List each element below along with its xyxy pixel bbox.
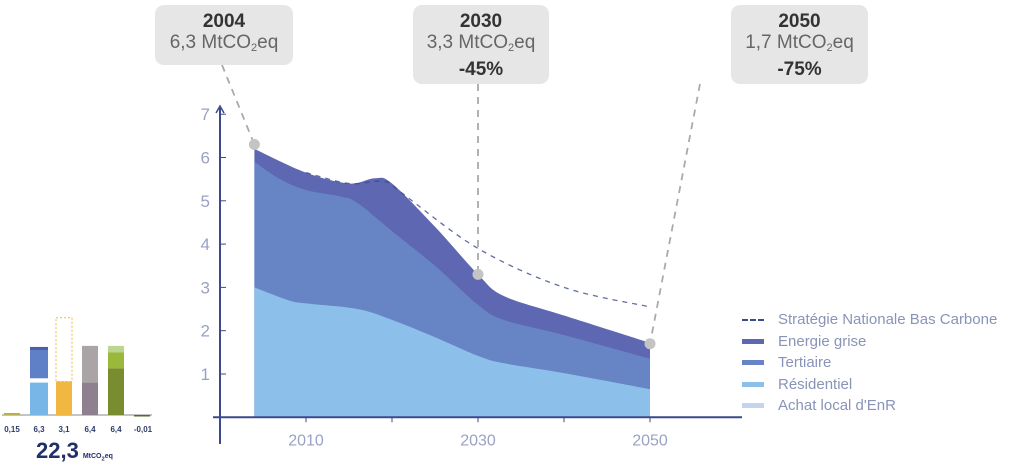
callout-percent: -75% xyxy=(777,59,822,80)
legend-swatch xyxy=(742,360,764,366)
y-tick-label: 2 xyxy=(201,322,210,341)
callout-leader xyxy=(649,83,701,344)
legend-item-snbc: Stratégie Nationale Bas Carbone xyxy=(742,309,997,331)
mini-bar-4-mid xyxy=(108,352,124,369)
legend-label: Energie grise xyxy=(778,332,867,350)
mini-bar-label: 6,3 xyxy=(33,425,45,434)
y-tick-label: 4 xyxy=(201,235,210,254)
legend-label: Stratégie Nationale Bas Carbone xyxy=(778,311,998,328)
y-tick-label: 7 xyxy=(201,105,210,124)
mini-bar-label: 0,15 xyxy=(4,425,20,434)
legend-label: Résidentiel xyxy=(778,375,853,393)
mini-bar-4-top xyxy=(108,345,124,353)
mini-bar-label: 3,1 xyxy=(58,425,70,434)
callout-year: 2030 xyxy=(459,11,503,32)
mini-bar-1-top xyxy=(30,346,48,350)
mini-bar-label: -0,01 xyxy=(133,425,153,434)
area-r-sidentiel xyxy=(254,287,650,418)
legend: Stratégie Nationale Bas Carbone Energie … xyxy=(742,309,997,417)
legend-label: Tertiaire xyxy=(778,354,832,371)
y-tick-label: 3 xyxy=(201,278,210,297)
callout-2004: 2004 6,3 MtCO2eq xyxy=(155,5,293,65)
legend-item-energie-grise: Energie grise xyxy=(742,331,997,353)
mini-bar-label: 6,4 xyxy=(84,425,96,434)
callout-percent: -45% xyxy=(458,59,504,80)
callout-value: 6,3 MtCO2eq xyxy=(169,32,279,54)
mini-bar-3-lower xyxy=(82,382,98,415)
mini-bar-1-lower xyxy=(30,382,48,415)
mini-bar-2-outline xyxy=(55,317,73,383)
callout-value: 3,3 MtCO2eq xyxy=(426,32,536,54)
callout-value: 1,7 MtCO2eq xyxy=(745,32,854,54)
legend-swatch xyxy=(742,403,764,409)
mini-bar-5 xyxy=(134,415,150,417)
y-axis-arrow-icon xyxy=(215,104,225,114)
callout-point xyxy=(644,338,656,350)
callout-point xyxy=(472,268,484,280)
callout-leader xyxy=(221,64,256,145)
callout-point xyxy=(248,139,260,151)
mini-bar-1-upper xyxy=(30,346,48,379)
y-tick-label: 6 xyxy=(201,149,210,168)
callout-2030: 2030 3,3 MtCO2eq -45% xyxy=(413,5,549,84)
y-tick-label: 1 xyxy=(201,365,210,384)
legend-item-achat-local: Achat local d'EnR xyxy=(742,395,997,417)
callout-2050: 2050 1,7 MtCO2eq -75% xyxy=(731,5,868,84)
snbc-line xyxy=(305,172,651,308)
legend-item-residentiel: Résidentiel xyxy=(742,374,997,396)
callout-year: 2050 xyxy=(778,11,821,32)
legend-swatch xyxy=(742,338,764,344)
legend-swatch xyxy=(742,318,764,321)
legend-swatch xyxy=(742,381,764,387)
mini-bar-2 xyxy=(56,381,72,415)
x-tick-label: 2050 xyxy=(632,432,668,449)
mini-bar-4-lower xyxy=(108,368,124,415)
x-tick-label: 2030 xyxy=(460,432,496,449)
legend-label: Achat local d'EnR xyxy=(778,397,896,414)
total-emissions: 22,3 MtCO2eq xyxy=(36,438,113,463)
legend-item-tertiaire: Tertiaire xyxy=(742,352,997,374)
mini-bar-label: 6,4 xyxy=(110,425,122,434)
y-tick-label: 5 xyxy=(201,192,210,211)
mini-bar-0 xyxy=(4,413,20,415)
callout-year: 2004 xyxy=(202,11,246,32)
x-tick-label: 2010 xyxy=(288,432,324,449)
mini-bar-3-upper xyxy=(82,345,98,383)
